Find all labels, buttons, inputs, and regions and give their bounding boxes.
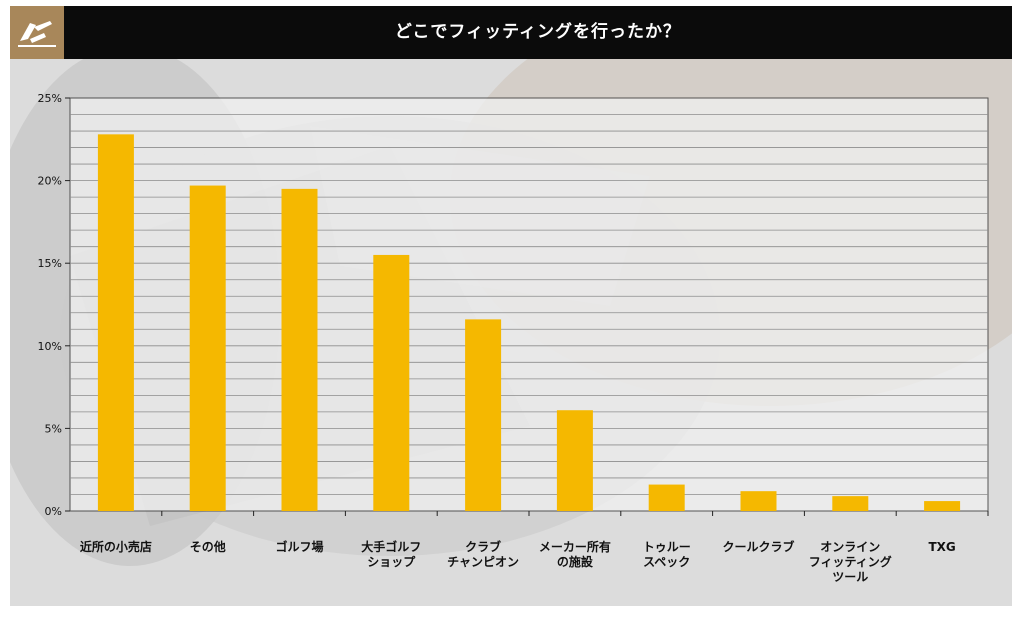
- chart-frame: どこでフィッティングを行ったか？ 0% 5% 10% 15% 20% 25% 近所の小売店 そ…: [10, 6, 1012, 606]
- x-tick-label: クラブチャンピオン: [447, 539, 519, 569]
- bar: [189, 185, 226, 511]
- golfer-swing-logo-icon: [10, 6, 64, 59]
- y-tick-label: 5%: [45, 422, 62, 435]
- x-tick-label: トゥルースペック: [643, 540, 691, 569]
- bar: [556, 410, 593, 511]
- bar: [281, 188, 318, 512]
- chart-title: どこでフィッティングを行ったか？: [394, 22, 682, 42]
- bar: [97, 134, 134, 511]
- bar: [648, 484, 685, 511]
- bar: [832, 496, 869, 511]
- x-tick-label: ゴルフ場: [275, 539, 323, 554]
- y-tick-label: 25%: [38, 92, 62, 105]
- y-tick-label: 20%: [38, 175, 62, 188]
- bar: [924, 501, 961, 511]
- x-tick-label: メーカー所有の施設: [539, 539, 611, 569]
- chart-header: どこでフィッティングを行ったか？: [10, 6, 1012, 59]
- bar: [373, 254, 410, 511]
- bar: [740, 491, 777, 511]
- x-tick-label: クールクラブ: [722, 539, 794, 554]
- x-tick-label: 大手ゴルフショップ: [361, 539, 421, 569]
- x-tick-label: TXG: [928, 540, 955, 554]
- x-tick-label: その他: [190, 539, 226, 554]
- y-tick-label: 0%: [45, 505, 62, 518]
- y-tick-label: 10%: [38, 340, 62, 353]
- bar-chart: 0% 5% 10% 15% 20% 25% 近所の小売店 その他 ゴルフ場 大手ゴルフショップクラ…: [38, 92, 989, 584]
- bar: [465, 319, 502, 511]
- y-tick-label: 15%: [38, 257, 62, 270]
- x-tick-label: オンラインフィッティングツール: [809, 540, 892, 584]
- x-tick-label: 近所の小売店: [80, 539, 152, 554]
